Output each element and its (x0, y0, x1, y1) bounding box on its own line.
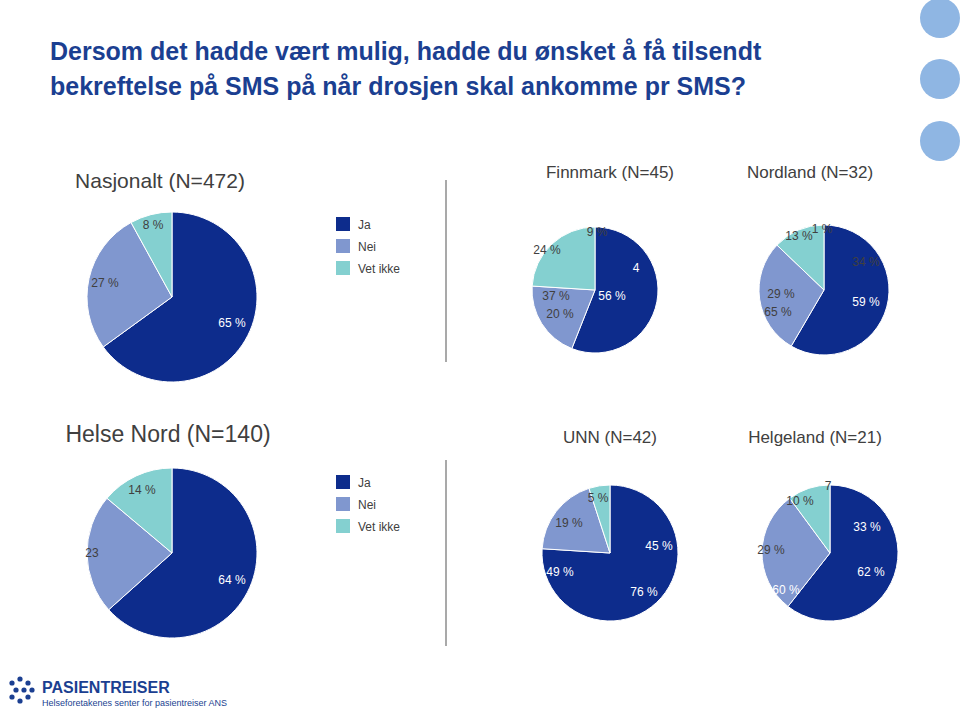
data-label: 19 % (555, 516, 583, 530)
data-label: 56 % (598, 289, 626, 303)
legend-swatch (336, 497, 350, 511)
legend-swatch (336, 239, 350, 253)
page: Dersom det hadde vært mulig, hadde du øn… (0, 0, 960, 712)
annotation: 37 % (542, 289, 570, 303)
legend-swatch (336, 261, 350, 275)
heading: Dersom det hadde vært mulig, hadde du øn… (50, 37, 762, 65)
logo-dot (17, 676, 22, 681)
logo-dot (29, 687, 34, 692)
data-label: 27 % (91, 276, 119, 290)
annotation: 62 % (857, 565, 885, 579)
pie-chart: Helse Nord (N=140) 64 % 23 14 % Ja Nei Vet ikk… (65, 421, 400, 638)
data-label: 60 % (772, 583, 800, 597)
logo-text: PASIENTREISER (42, 679, 170, 696)
footer-logo: PASIENTREISER Helseforetakenes senter for… (9, 676, 227, 708)
legend: Ja Nei Vet ikke (336, 217, 400, 276)
legend-swatch (336, 217, 350, 231)
chart-title: Helse Nord (N=140) (65, 421, 270, 447)
legend-label: Vet ikke (358, 520, 400, 534)
legend-label: Nei (358, 240, 376, 254)
logo-dot (9, 694, 14, 699)
annotation: 7 (825, 479, 832, 493)
heading: bekreftelse på SMS på når drosjen skal a… (50, 72, 746, 100)
pie-slice (131, 212, 172, 297)
data-label: 20 % (546, 307, 574, 321)
data-label: 5 % (588, 491, 609, 505)
annotation: 34 % (852, 255, 880, 269)
legend-label: Vet ikke (358, 262, 400, 276)
pie-chart: UNN (N=42) 76 % 19 % 5 % 45 % 49 % (542, 428, 678, 621)
decor-circle (920, 0, 960, 38)
data-label: 64 % (218, 573, 246, 587)
logo-dot (25, 694, 30, 699)
logo-tagline: Helseforetakenes senter for pasientreise… (42, 698, 227, 708)
logo-dot (9, 680, 14, 685)
annotation: 49 % (546, 565, 574, 579)
legend-label: Ja (358, 476, 371, 490)
data-label: 14 % (128, 483, 156, 497)
logo-dot (17, 698, 22, 703)
pie-slice (107, 468, 172, 553)
logo-dot (13, 687, 18, 692)
chart-title: UNN (N=42) (563, 428, 657, 447)
pie-chart: Nordland (N=32) 59 % 29 % 13 %1 % 34 % 65 % (747, 163, 889, 355)
separator (445, 460, 447, 646)
legend-swatch (336, 519, 350, 533)
pie-chart: Nasjonalt (N=472) 65 % 27 % 8 % Ja Nei Vet ikk… (75, 169, 400, 382)
data-label: 10 % (786, 494, 814, 508)
logo-dot (25, 680, 30, 685)
data-label: 8 % (143, 218, 164, 232)
annotation: 65 % (764, 305, 792, 319)
annotation: 1 % (812, 222, 833, 236)
pie-slice (532, 286, 595, 349)
pie-chart: Helgeland (N=21) 60 % 29 % 10 % 7 33 % 62 % (748, 428, 898, 621)
data-label: 24 % (533, 243, 561, 257)
data-label: 65 % (218, 316, 246, 330)
legend: Ja Nei Vet ikke (336, 475, 400, 534)
background (0, 0, 960, 712)
annotation: 4 (633, 261, 640, 275)
data-label: 13 % (785, 229, 813, 243)
data-label: 23 (85, 546, 99, 560)
legend-swatch (336, 475, 350, 489)
annotation: 45 % (645, 539, 673, 553)
decor-circle (920, 59, 960, 99)
data-label: 29 % (767, 287, 795, 301)
logo-dot (21, 687, 26, 692)
legend-label: Nei (358, 498, 376, 512)
separator (445, 180, 447, 362)
pie-chart: Finnmark (N=45) 56 % 20 % 24 % 9 % 37 % 4 (532, 163, 674, 353)
chart-title: Nordland (N=32) (747, 163, 873, 182)
data-label: 29 % (757, 543, 785, 557)
chart-title: Nasjonalt (N=472) (75, 169, 245, 192)
data-label: 59 % (852, 295, 880, 309)
chart-title: Finnmark (N=45) (546, 163, 674, 182)
chart-title: Helgeland (N=21) (748, 428, 882, 447)
pie-slice (532, 227, 595, 290)
annotation: 9 % (587, 225, 608, 239)
annotation: 33 % (853, 520, 881, 534)
data-label: 76 % (630, 585, 658, 599)
pie-slice (542, 485, 678, 621)
decor-circle (920, 121, 960, 161)
legend-label: Ja (358, 218, 371, 232)
